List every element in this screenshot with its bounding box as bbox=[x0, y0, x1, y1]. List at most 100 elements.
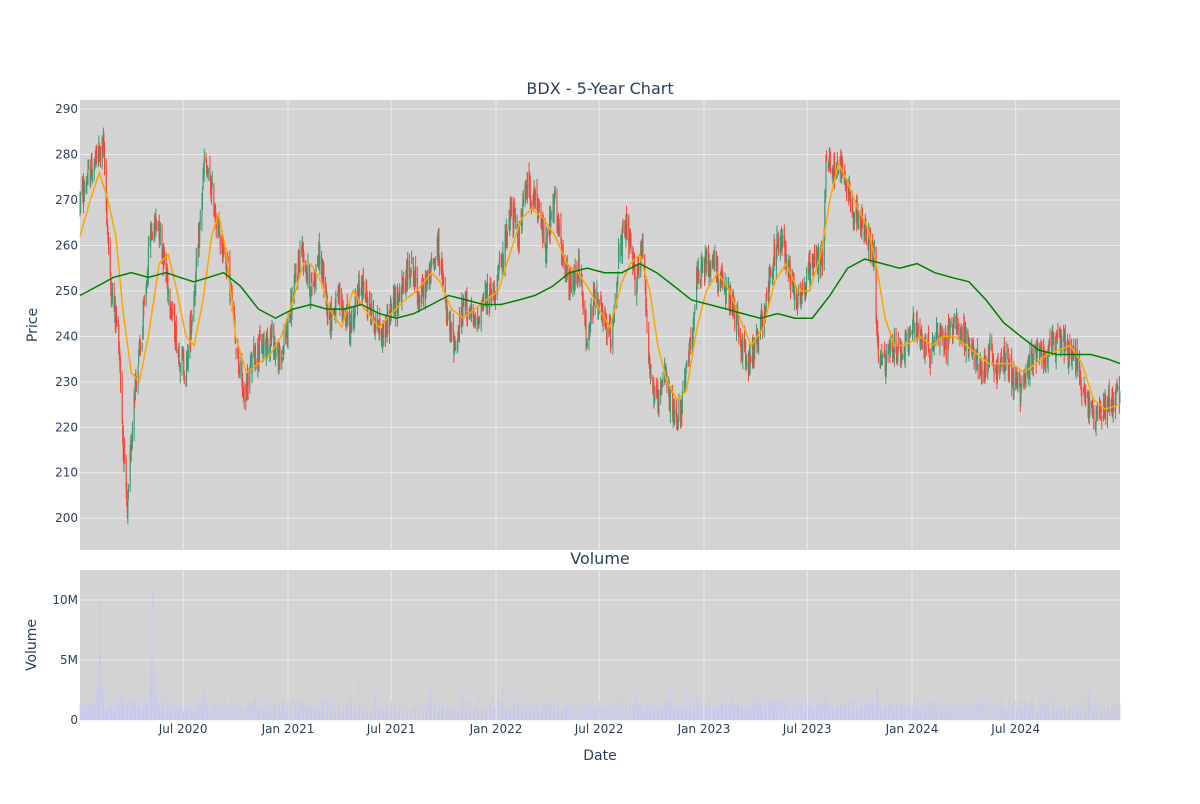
candle bbox=[435, 256, 436, 269]
volume-bar bbox=[786, 704, 787, 720]
volume-bar bbox=[884, 707, 885, 720]
candle-body bbox=[228, 256, 229, 258]
volume-bar bbox=[770, 708, 771, 720]
volume-bar bbox=[474, 710, 475, 720]
volume-bar bbox=[881, 704, 882, 720]
candle bbox=[1012, 368, 1013, 385]
candle bbox=[647, 310, 648, 333]
volume-bar bbox=[733, 700, 734, 720]
volume-bar bbox=[765, 710, 766, 720]
volume-bar bbox=[634, 711, 635, 720]
candle bbox=[280, 346, 281, 370]
volume-bar bbox=[210, 706, 211, 720]
volume-bar bbox=[477, 702, 478, 720]
candle-body bbox=[1084, 384, 1085, 392]
volume-bar bbox=[790, 707, 791, 720]
candle-body bbox=[782, 235, 783, 248]
volume-bar bbox=[900, 706, 901, 720]
candle bbox=[567, 255, 568, 280]
volume-bar bbox=[441, 708, 442, 720]
volume-bar bbox=[602, 706, 603, 720]
volume-bar bbox=[565, 704, 566, 720]
volume-bar bbox=[646, 706, 647, 720]
volume-bar bbox=[259, 708, 260, 720]
candle bbox=[814, 244, 815, 267]
volume-bar bbox=[150, 675, 151, 720]
volume-bar bbox=[638, 704, 639, 720]
candle bbox=[168, 287, 169, 306]
volume-bar bbox=[354, 711, 355, 720]
volume-bar bbox=[434, 705, 435, 720]
volume-bar bbox=[797, 710, 798, 720]
candle-body bbox=[447, 310, 448, 321]
candle bbox=[439, 255, 440, 276]
candle bbox=[551, 211, 552, 220]
volume-bar bbox=[307, 709, 308, 720]
volume-bar bbox=[830, 709, 831, 720]
candle-body bbox=[455, 345, 456, 346]
volume-bar bbox=[167, 708, 168, 720]
volume-bar bbox=[391, 704, 392, 720]
volume-bar bbox=[860, 709, 861, 720]
volume-bar bbox=[670, 677, 671, 720]
volume-bar bbox=[800, 706, 801, 720]
volume-bar bbox=[451, 710, 452, 720]
candle bbox=[200, 210, 201, 230]
volume-bar bbox=[537, 700, 538, 720]
candle bbox=[188, 345, 189, 372]
volume-bar bbox=[328, 711, 329, 720]
volume-bar bbox=[550, 708, 551, 720]
volume-bar bbox=[493, 702, 494, 720]
volume-bar bbox=[469, 700, 470, 720]
volume-bar bbox=[214, 704, 215, 720]
volume-bar bbox=[95, 702, 96, 720]
volume-bar bbox=[897, 704, 898, 720]
volume-bar bbox=[870, 708, 871, 720]
volume-bar bbox=[826, 698, 827, 720]
volume-bar bbox=[630, 704, 631, 720]
volume-bar bbox=[852, 701, 853, 720]
volume-bar bbox=[196, 700, 197, 720]
volume-bar bbox=[231, 697, 232, 720]
volume-bar bbox=[673, 707, 674, 720]
volume-bar bbox=[901, 705, 902, 720]
volume-bar bbox=[562, 708, 563, 720]
volume-bar bbox=[138, 700, 139, 720]
candle bbox=[1014, 361, 1015, 399]
volume-bar bbox=[750, 707, 751, 720]
volume-bar bbox=[134, 701, 135, 720]
volume-bar bbox=[542, 712, 543, 720]
candle bbox=[1057, 323, 1058, 338]
candle bbox=[264, 331, 265, 358]
candle-body bbox=[611, 344, 612, 345]
volume-bar bbox=[483, 703, 484, 720]
volume-bar bbox=[210, 706, 211, 720]
volume-bar bbox=[375, 699, 376, 720]
volume-bar bbox=[517, 709, 518, 720]
candle bbox=[1029, 342, 1030, 387]
volume-bar bbox=[710, 697, 711, 720]
volume-bar bbox=[609, 702, 610, 720]
candle bbox=[339, 283, 340, 316]
volume-bar bbox=[721, 702, 722, 720]
volume-bar bbox=[486, 709, 487, 720]
volume-bar bbox=[281, 709, 282, 720]
volume-bar bbox=[784, 701, 785, 720]
volume-bar bbox=[706, 709, 707, 720]
volume-bar bbox=[844, 708, 845, 720]
volume-bar bbox=[319, 709, 320, 720]
volume-bar bbox=[84, 711, 85, 720]
candle-body bbox=[886, 354, 887, 368]
price-y-tick-label: 220 bbox=[55, 420, 78, 434]
candle bbox=[395, 286, 396, 327]
volume-bar bbox=[643, 711, 644, 720]
candle bbox=[212, 171, 213, 188]
volume-bar bbox=[770, 700, 771, 720]
volume-bar bbox=[363, 707, 364, 720]
candle-body bbox=[491, 290, 492, 300]
candle bbox=[898, 332, 899, 353]
volume-bar bbox=[184, 702, 185, 720]
volume-bar bbox=[607, 707, 608, 720]
volume-bar bbox=[774, 706, 775, 720]
volume-bar bbox=[650, 707, 651, 720]
